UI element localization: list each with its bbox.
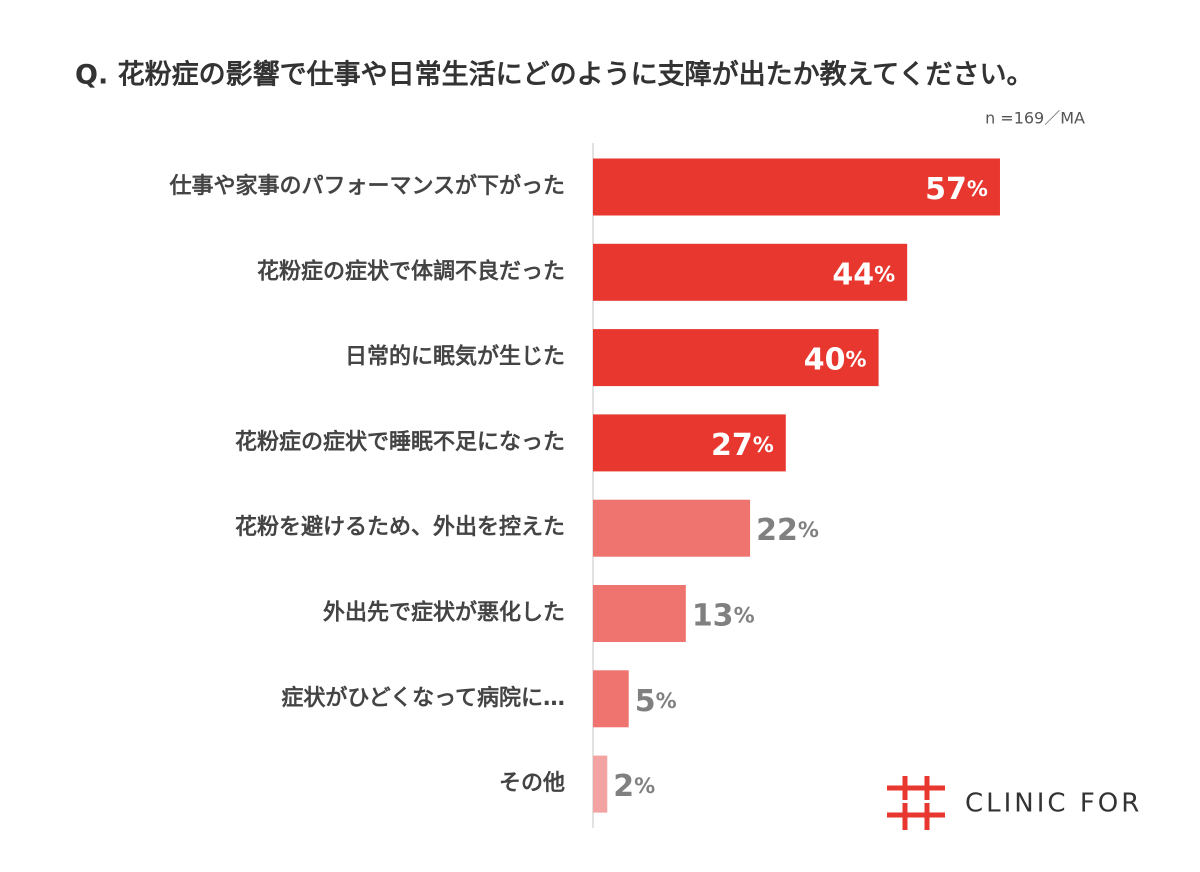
chart-title: Q. 花粉症の影響で仕事や日常生活にどのように支障が出たか教えてください。 — [75, 59, 1033, 91]
value-label: 13% — [692, 598, 755, 633]
bar — [593, 158, 1000, 216]
value-label: 27% — [711, 427, 774, 462]
logo-text: CLINIC FOR — [965, 789, 1142, 819]
value-label: 57% — [925, 172, 988, 207]
category-label: 花粉を避けるため、外出を控えた — [235, 514, 565, 540]
bar — [593, 243, 908, 301]
bar — [593, 585, 686, 642]
value-label: 44% — [832, 257, 895, 292]
value-label: 2% — [613, 769, 655, 804]
value-label: 22% — [756, 513, 819, 548]
bar — [593, 499, 751, 557]
category-label: その他 — [499, 771, 565, 796]
bar — [593, 414, 786, 472]
category-label: 症状がひどくなって病院に… — [281, 685, 565, 711]
bar — [593, 755, 608, 813]
category-label: 花粉症の症状で睡眠不足になった — [235, 429, 565, 455]
category-label: 仕事や家事のパフォーマンスが下がった — [168, 173, 565, 199]
category-label: 外出先で症状が悪化した — [323, 600, 565, 626]
bar — [593, 670, 629, 728]
value-label: 40% — [804, 342, 867, 377]
sample-note: n =169／MA — [985, 109, 1085, 128]
category-label: 日常的に眠気が生じた — [345, 344, 565, 370]
value-label: 5% — [635, 683, 677, 718]
bar — [593, 329, 879, 387]
logo-icon — [887, 776, 945, 830]
category-label: 花粉症の症状で体調不良だった — [257, 258, 565, 284]
